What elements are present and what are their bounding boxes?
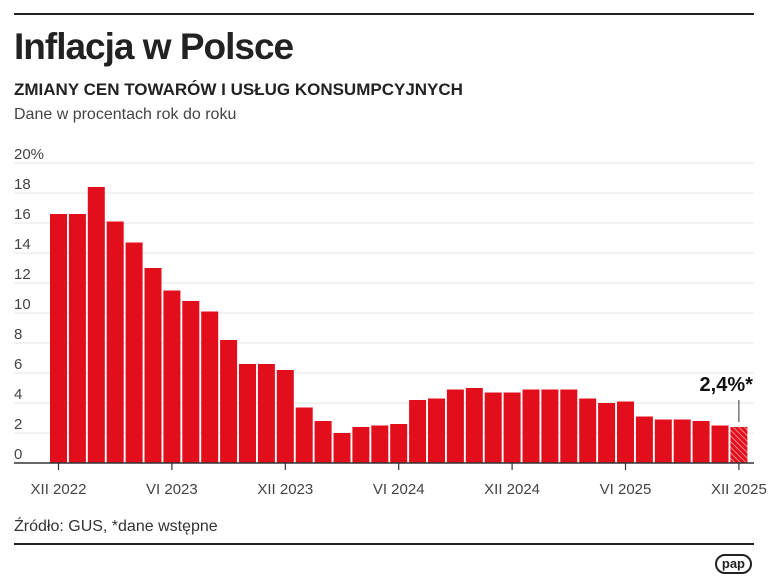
bar	[352, 427, 370, 463]
bar	[692, 421, 710, 463]
bar	[163, 290, 181, 463]
top-rule	[14, 13, 754, 15]
bar	[484, 392, 502, 463]
bar	[239, 364, 256, 463]
y-tick-label: 14	[14, 236, 31, 253]
bar	[276, 370, 294, 463]
y-tick-label: 16	[14, 206, 31, 223]
x-tick-label: VI 2023	[146, 481, 198, 498]
y-tick-label: 2	[14, 416, 22, 433]
y-tick-label: 0	[14, 446, 22, 463]
x-tick-label: XII 2024	[484, 481, 540, 498]
annotation-label: 2,4%*	[700, 374, 754, 396]
bar	[446, 389, 464, 463]
y-tick-label: 6	[14, 356, 22, 373]
bar	[144, 268, 162, 463]
bar	[314, 421, 332, 463]
pap-logo: pap	[714, 554, 752, 574]
x-tick-label: VI 2025	[600, 481, 652, 498]
chart-subtitle: ZMIANY CEN TOWARÓW I USŁUG KONSUMPCYJNYC…	[14, 80, 463, 99]
bar	[465, 388, 483, 463]
bar	[579, 398, 597, 463]
chart-description: Dane w procentach rok do roku	[14, 106, 237, 123]
bar	[730, 427, 748, 463]
bar	[711, 425, 729, 463]
bottom-rule	[14, 543, 754, 545]
bar	[201, 311, 219, 463]
bar	[560, 389, 578, 463]
bar	[503, 392, 521, 463]
bar-chart: 0 2 4 6 8 10 12 14 16 18 20% XII 2022 VI 2023 XII 202…	[14, 146, 767, 498]
bar	[68, 214, 86, 463]
chart-title: Inflacja w Polsce	[14, 26, 294, 67]
bar	[106, 221, 124, 463]
bar	[654, 419, 672, 463]
x-tick-label: XII 2025	[711, 481, 767, 498]
bar	[182, 301, 200, 463]
y-tick-label: 4	[14, 386, 22, 403]
x-tick-label: XII 2022	[31, 481, 87, 498]
bar	[541, 389, 559, 463]
x-tick-label: XII 2023	[257, 481, 313, 498]
bar	[87, 187, 105, 463]
bar	[333, 433, 351, 463]
y-tick-label: 18	[14, 176, 31, 193]
bar	[371, 425, 389, 463]
bar	[257, 364, 275, 463]
bar	[617, 401, 634, 463]
y-tick-label: 10	[14, 296, 31, 313]
x-tick-label: VI 2024	[373, 481, 425, 498]
bar	[598, 403, 616, 463]
bar	[673, 419, 691, 463]
bar	[409, 400, 427, 463]
source-note: Źródło: GUS, *dane wstępne	[14, 518, 218, 535]
bar	[295, 407, 313, 463]
y-tick-label: 8	[14, 326, 22, 343]
bar	[220, 340, 238, 463]
bar	[390, 424, 408, 463]
y-tick-label: 12	[14, 266, 31, 283]
bar	[125, 242, 143, 463]
y-tick-label: 20%	[14, 146, 44, 163]
bar	[635, 416, 653, 463]
bar	[50, 214, 67, 463]
bar	[428, 398, 445, 463]
bar	[522, 389, 540, 463]
